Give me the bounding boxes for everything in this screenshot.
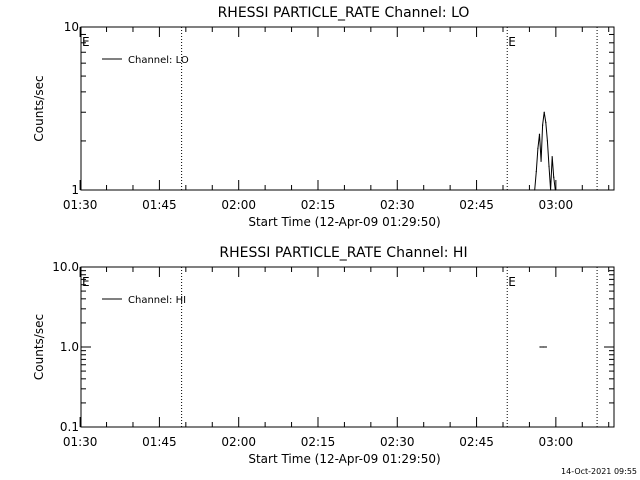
series-point (545, 121, 547, 123)
plot-frame (80, 266, 615, 428)
x-tick-label: 02:30 (380, 198, 415, 212)
y-axis-label: Counts/sec (32, 75, 46, 141)
series-point (546, 140, 548, 142)
x-tick-label: 01:30 (63, 198, 98, 212)
legend-entry: Channel: LO (128, 55, 189, 66)
x-axis-label: Start Time (12-Apr-09 01:29:50) (248, 215, 440, 229)
x-tick-label: 02:30 (380, 435, 415, 449)
series-point (542, 346, 544, 348)
panel-lo: RHESSI PARTICLE_RATE Channel: LO Counts/s… (32, 5, 615, 229)
x-tick-label: 02:45 (459, 435, 494, 449)
chart-title: RHESSI PARTICLE_RATE Channel: LO (218, 5, 470, 21)
x-tick-label: 01:45 (142, 435, 177, 449)
series-point (545, 346, 547, 348)
eclipse-marker: E (508, 35, 516, 49)
y-axis-label: Counts/sec (32, 314, 46, 380)
series-point (539, 346, 541, 348)
series-point (540, 160, 542, 162)
series-point (538, 133, 541, 135)
series-point (537, 147, 539, 149)
series-line (534, 112, 556, 191)
eclipse-marker: E (82, 35, 90, 49)
eclipse-marker: E (508, 275, 516, 289)
series-point (534, 189, 536, 191)
generation-timestamp: 14-Oct-2021 09:55 (561, 467, 637, 476)
series-point (549, 189, 552, 191)
eclipse-marker: E (82, 275, 90, 289)
series-point (542, 124, 544, 126)
x-tick-label: 02:15 (301, 435, 336, 449)
legend-entry: Channel: HI (128, 295, 186, 306)
x-tick-label: 01:30 (63, 435, 98, 449)
plot-frame (80, 26, 615, 191)
x-tick-label: 02:00 (221, 435, 256, 449)
x-axis-label: Start Time (12-Apr-09 01:29:50) (248, 452, 440, 466)
x-tick-label: 02:15 (301, 198, 336, 212)
x-tick-label: 02:45 (459, 198, 494, 212)
y-tick-label: 10.0 (52, 260, 79, 274)
series-point (543, 111, 545, 113)
y-tick-label: 0.1 (60, 420, 79, 434)
x-tick-label: 03:00 (539, 198, 574, 212)
x-tick-label: 03:00 (539, 435, 574, 449)
series-point (548, 165, 550, 167)
x-tick-label: 02:00 (221, 198, 256, 212)
series-point (553, 176, 555, 178)
x-tick-label: 01:45 (142, 198, 177, 212)
y-tick-label: 1.0 (60, 340, 79, 354)
series-point (535, 170, 537, 173)
chart-title: RHESSI PARTICLE_RATE Channel: HI (219, 245, 467, 261)
series-point (551, 156, 553, 158)
y-tick-label: 1 (71, 183, 79, 197)
series-point (554, 189, 556, 191)
y-tick-label: 10 (64, 20, 79, 34)
panel-hi: RHESSI PARTICLE_RATE Channel: HI Counts/s… (32, 245, 615, 466)
